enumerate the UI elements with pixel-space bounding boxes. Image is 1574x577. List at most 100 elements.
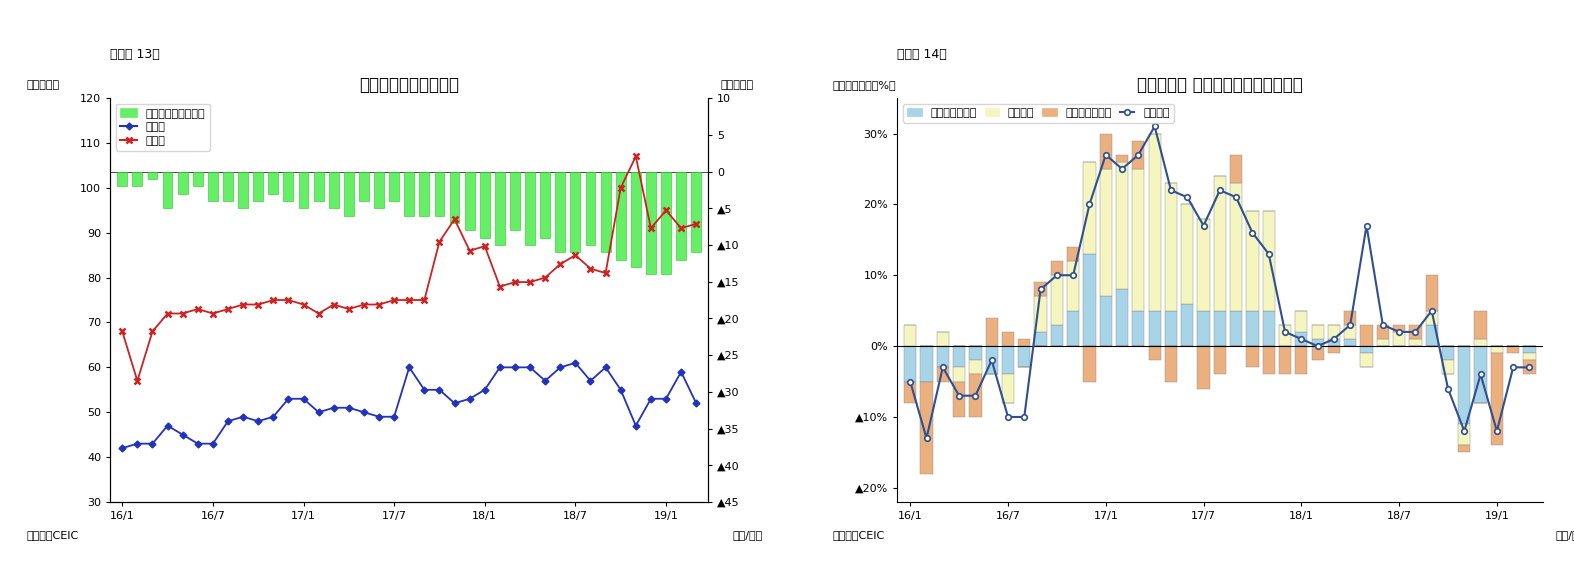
Bar [985,346,998,374]
Bar [1442,346,1454,360]
Bar [631,171,641,267]
Bar [903,381,916,403]
Bar [1132,141,1144,169]
Text: （資料）CEIC: （資料）CEIC [833,530,885,540]
Bar [1034,332,1047,346]
Bar [178,171,187,193]
Bar [1083,346,1096,381]
Bar [952,381,965,417]
Bar [1475,310,1487,339]
Bar [1262,211,1275,310]
Bar [985,318,998,346]
Bar [419,171,430,216]
Bar [208,171,217,201]
Bar [1311,339,1324,346]
Bar [1083,254,1096,346]
Bar [1311,325,1324,339]
Bar [645,171,656,274]
Bar [540,171,549,238]
Bar [132,171,142,186]
Bar [1393,325,1406,332]
Bar [1247,310,1259,346]
Bar [1360,325,1373,346]
Bar [343,171,354,216]
Bar [1524,353,1536,360]
Bar [970,374,982,417]
Bar [556,171,565,252]
Text: （億ドル）: （億ドル） [27,80,60,90]
Bar [1229,310,1242,346]
Bar [148,171,157,179]
Bar [1198,346,1210,389]
Bar [1328,325,1339,339]
Bar [691,171,700,252]
Bar [921,381,933,474]
Bar [1280,325,1291,346]
Bar [1051,261,1062,275]
Text: （年/月）: （年/月） [1555,530,1574,540]
Bar [1426,310,1437,325]
Bar [510,171,519,230]
Bar [1458,346,1470,424]
Bar [1003,374,1014,403]
Bar [601,171,611,252]
Bar [1214,176,1226,310]
Bar [1214,346,1226,374]
Bar [1051,275,1062,325]
Bar [937,368,949,381]
Bar [359,171,368,201]
Bar [1280,346,1291,374]
Title: フィリピン 輸出の伸び率（品目別）: フィリピン 輸出の伸び率（品目別） [1136,76,1303,93]
Bar [1100,169,1111,297]
Bar [937,332,949,346]
Bar [1262,310,1275,346]
Bar [1491,346,1503,353]
Bar [1360,346,1373,353]
Bar [375,171,384,208]
Bar [1003,332,1014,346]
Legend: 貿易収支（右目盛）, 輸出額, 輸入額: 貿易収支（右目盛）, 輸出額, 輸入額 [116,104,209,151]
Bar [1262,346,1275,374]
Bar [238,171,249,208]
Bar [1311,346,1324,360]
Bar [1165,183,1177,310]
Bar [1116,162,1129,290]
Text: （年/月）: （年/月） [732,530,762,540]
Bar [1034,282,1047,297]
Bar [1377,339,1388,346]
Bar [1100,297,1111,346]
Bar [586,171,595,245]
Bar [937,346,949,368]
Bar [434,171,444,216]
Bar [903,325,916,346]
Bar [1116,155,1129,162]
Bar [1247,211,1259,310]
Bar [1100,133,1111,169]
Bar [1180,204,1193,304]
Bar [1229,183,1242,310]
Text: （図表 13）: （図表 13） [110,48,161,61]
Text: （図表 14）: （図表 14） [897,48,948,61]
Bar [1506,346,1519,353]
Bar [1393,332,1406,346]
Bar [1229,155,1242,183]
Bar [1165,310,1177,346]
Bar [1083,162,1096,254]
Bar [464,171,475,230]
Bar [1409,325,1421,339]
Bar [615,171,625,260]
Bar [1491,353,1503,445]
Legend: 一次産品・燃料, 電子製品, その他製品など, 輸出合計: 一次産品・燃料, 電子製品, その他製品など, 輸出合計 [903,104,1174,122]
Bar [1003,346,1014,374]
Text: （資料）CEIC: （資料）CEIC [27,530,79,540]
Bar [677,171,686,260]
Bar [1214,310,1226,346]
Bar [313,171,324,201]
Bar [970,360,982,374]
Bar [1180,304,1193,346]
Bar [162,171,173,208]
Bar [1524,360,1536,374]
Bar [1051,325,1062,346]
Title: フィリピンの貿易収支: フィリピンの貿易収支 [359,76,460,93]
Bar [1344,325,1357,339]
